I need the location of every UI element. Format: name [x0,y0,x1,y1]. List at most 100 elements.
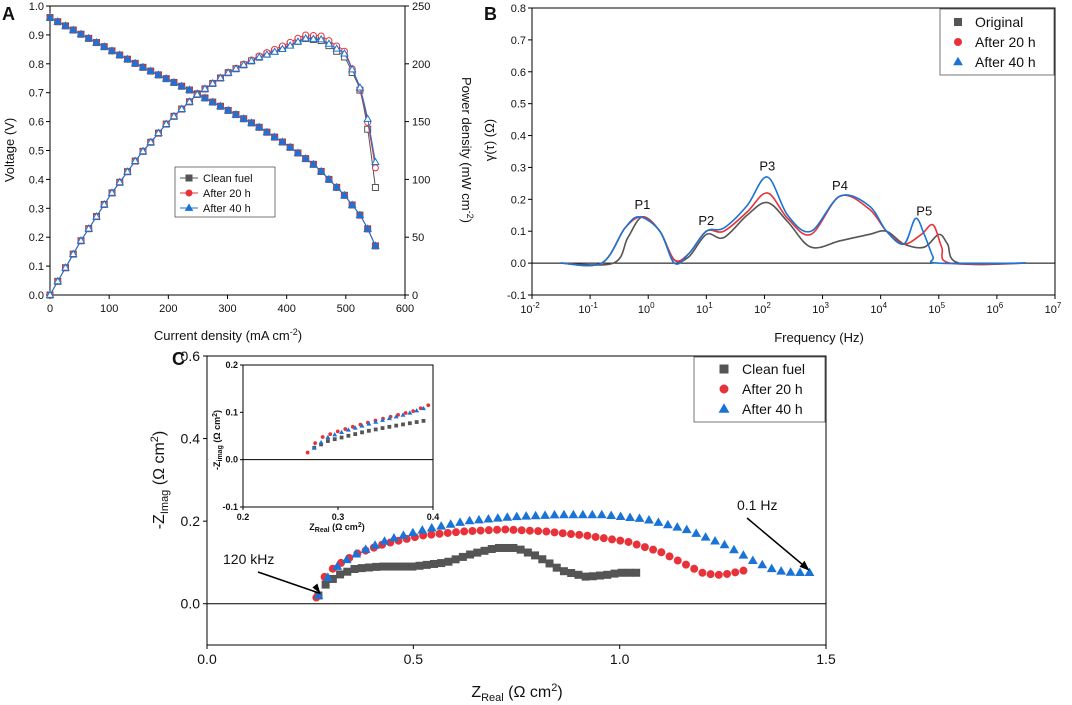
panel-c-point-2 [483,513,494,523]
panel-b-x-tick-label: 103 [812,301,829,316]
panel-c-point-0 [466,550,475,559]
panel-a-voltage-point-after40 [363,224,372,232]
panel-c-point-2 [672,522,683,531]
panel-c-point-2 [492,513,503,522]
panel-a-voltage-point-after40 [61,21,70,29]
panel-c-point-1 [558,529,567,538]
panel-c-point-2 [681,524,692,534]
panel-b-legend: Original After 20 h After 40 h [939,8,1055,76]
panel-c-point-2 [502,512,513,521]
panel-c-point-1 [550,528,559,537]
panel-a-power-point-after40 [332,44,341,52]
panel-c-point-0 [350,565,359,574]
panel-c-point-0 [552,563,561,572]
panel-c-point-2 [615,511,626,520]
panel-a-voltage-point-after40 [68,25,78,33]
panel-c-point-2 [389,533,399,542]
panel-c-point-0 [603,570,612,579]
panel-c-point-2 [426,522,437,532]
panel-a-yl-tick-label: 0.6 [29,117,44,129]
panel-c-point-2 [710,535,720,545]
panel-a-power-point-clean [371,183,379,191]
panel-c-point-0 [502,543,511,552]
panel-c-point-1 [525,526,534,535]
panel-c-point-0 [401,562,410,571]
panel-b-y-tick-label: 0.2 [511,194,526,206]
panel-c-point-2 [596,509,607,519]
panel-c-point-0 [581,572,590,581]
panel-a-yr-tick-label: 100 [412,174,430,186]
panel-c-x-tick-label: 0.5 [404,651,424,667]
panel-c-point-0 [473,548,482,557]
inset-point-2 [380,417,386,422]
panel-a-power-point-after40 [262,49,272,58]
panel-c-point-0 [523,548,532,557]
panel-c-point-2 [322,572,333,581]
panel-a-voltage-point-after40 [161,74,171,82]
panel-b-legend-marker [954,18,962,26]
panel-a-power-point-after40 [185,97,194,105]
panel-c-point-1 [714,570,723,579]
panel-b-legend-marker [954,38,962,46]
panel-a-power-point-after40 [340,49,349,57]
panel-a-voltage-point-after40 [107,46,117,54]
panel-b-y-tick-label: -0.1 [507,290,526,302]
panel-a-legend-marker [185,189,193,197]
panel-c-point-2 [332,561,343,570]
panel-a-voltage-point-after40 [316,166,326,175]
panel-b-x-tick-label: 102 [754,301,771,316]
inset-x-tick-label: 0.3 [332,512,345,522]
panel-c-annotation-120khz: 120 kHz [223,551,274,567]
panel-c-point-2 [577,509,588,519]
inset-point-0 [421,418,426,423]
panel-c-point-1 [681,560,690,569]
panel-c-point-1 [534,527,543,536]
panel-a-power-point-after40 [316,34,326,43]
panel-b-peak-label: P5 [916,203,932,218]
panel-c-y-tick-label: 0.2 [181,513,201,529]
panel-c-point-0 [559,567,568,576]
panel-c-point-1 [591,532,600,541]
panel-c-point-2 [445,519,456,528]
panel-c-point-0 [545,559,554,568]
panel-c-point-0 [408,562,417,571]
panel-a-voltage-point-after40 [45,12,55,21]
panel-a-power-point-after40 [371,157,380,165]
panel-c-point-1 [690,564,699,573]
panel-c-point-2 [313,590,324,599]
inset-point-2 [400,412,406,417]
panel-a-yl-tick-label: 0.2 [29,232,44,244]
panel-c-point-2 [511,511,522,521]
panel-b-legend-marker [953,56,963,66]
panel-a-power-point-after40 [301,33,310,42]
panel-a-voltage-point-after40 [262,127,272,136]
panel-c-y-tick-label: 0.4 [181,431,201,447]
inset-point-1 [320,435,325,439]
panel-c-point-2 [766,563,777,573]
panel-c-point-2 [634,513,645,522]
panel-c-point-2 [568,509,579,519]
panel-c-point-0 [393,562,402,571]
panel-a-power-point-after40 [363,114,372,122]
panel-c-point-2 [757,559,768,569]
panel-a-yl-tick-label: 0.0 [29,290,44,302]
panel-c-point-1 [476,526,485,535]
inset-point-2 [345,427,351,432]
inset-y-tick-label: 0.1 [225,407,238,417]
panel-b-series-0 [561,201,1026,266]
panel-a-power-point-after40 [254,52,264,61]
panel-a-power-point-after40 [53,276,63,285]
inset-point-2 [407,410,413,415]
panel-c-point-2 [644,515,654,524]
panel-a-power-point-after40 [231,64,241,72]
panel-a-ylabel-right: Power density (mW cm-2) [459,77,475,223]
panel-c-point-1 [731,568,740,577]
panel-c-point-1 [616,536,625,545]
panel-a-yl-tick-label: 0.9 [29,30,44,42]
panel-c-point-0 [516,545,525,554]
panel-a-voltage-point-after40 [371,241,380,249]
panel-a-power-point-after40 [270,47,280,55]
panel-c-point-0 [422,560,431,569]
panel-a-power-point-after40 [347,64,357,73]
inset-point-2 [311,445,317,450]
